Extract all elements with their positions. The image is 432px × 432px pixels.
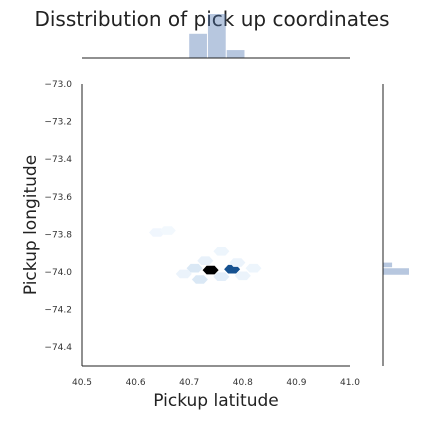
y-tick-label: −74.0	[44, 268, 72, 278]
x-tick-label: 41.0	[340, 378, 360, 388]
hexbin-cell	[213, 247, 230, 256]
x-tick-label: 40.5	[72, 378, 92, 388]
y-tick-label: −74.4	[44, 343, 72, 353]
x-tick-labels: 40.5 40.6 40.7 40.8 40.9 41.0	[72, 378, 360, 388]
x-tick-label: 40.9	[286, 378, 306, 388]
hexbin-plot	[149, 226, 262, 284]
hexbin-cell	[175, 269, 192, 279]
hexbin-cell	[224, 264, 241, 274]
right-marginal-bar	[383, 262, 393, 268]
y-tick-label: −73.6	[44, 193, 72, 203]
y-axis-label: Pickup longitude	[21, 155, 41, 295]
y-tick-label: −73.2	[44, 118, 72, 128]
hexbin-cell	[229, 258, 246, 267]
y-tick-label: −73.8	[44, 230, 72, 240]
top-marginal-bar	[207, 14, 226, 58]
hexbin-cell	[186, 263, 203, 273]
right-marginal-histogram	[383, 262, 409, 275]
hexbin-cell	[245, 263, 262, 273]
y-tick-label: −73.4	[44, 155, 72, 165]
right-marginal-bar	[383, 268, 409, 275]
chart-title: Disstribution of pick up coordinates	[34, 7, 389, 31]
top-marginal-histogram	[189, 14, 245, 58]
y-tick-label: −73.0	[44, 80, 72, 90]
x-tick-label: 40.8	[233, 378, 253, 388]
x-tick-label: 40.6	[126, 378, 146, 388]
hexbin-cell	[213, 272, 230, 281]
hexbin-cell	[191, 275, 208, 284]
hexbin-cell	[202, 265, 219, 275]
y-tick-labels: −73.0 −73.2 −73.4 −73.6 −73.8 −74.0 −74.2 −74.4	[44, 80, 72, 353]
top-marginal-bar	[226, 50, 245, 58]
y-tick-label: −74.2	[44, 306, 72, 316]
hexbin-cell	[197, 256, 214, 265]
hexbin-cell	[159, 226, 176, 235]
top-marginal-bar	[189, 33, 207, 58]
hexbin-cell	[234, 271, 251, 281]
x-axis-label: Pickup latitude	[153, 391, 278, 411]
x-tick-label: 40.7	[179, 378, 199, 388]
